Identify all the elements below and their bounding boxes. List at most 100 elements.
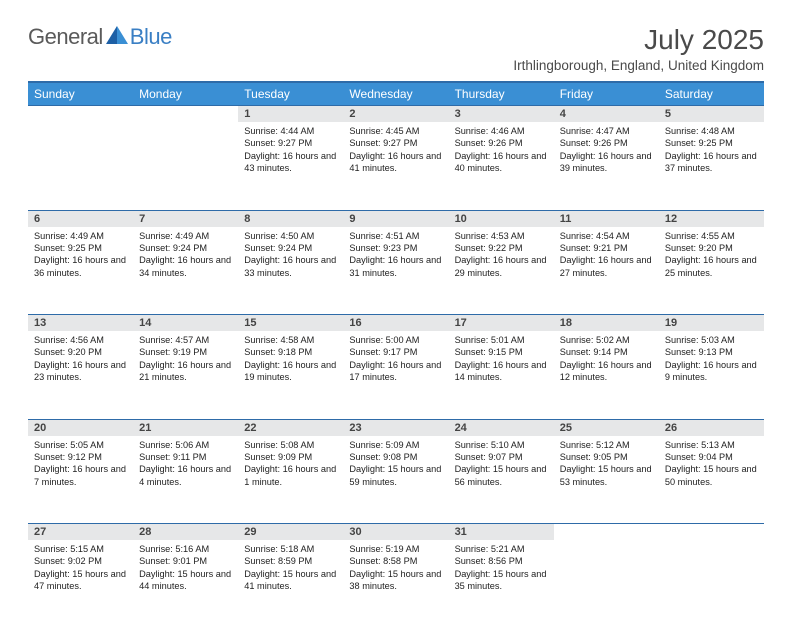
daylight-text: Daylight: 16 hours and 34 minutes. [139, 254, 232, 279]
day-number: 14 [133, 315, 238, 332]
sunrise-text: Sunrise: 4:49 AM [139, 230, 232, 242]
day-cell: Sunrise: 5:01 AMSunset: 9:15 PMDaylight:… [449, 331, 554, 419]
sunrise-text: Sunrise: 4:44 AM [244, 125, 337, 137]
day-cell: Sunrise: 5:09 AMSunset: 9:08 PMDaylight:… [343, 436, 448, 524]
day-number: 20 [28, 419, 133, 436]
daylight-text: Daylight: 15 hours and 53 minutes. [560, 463, 653, 488]
day-number: 16 [343, 315, 448, 332]
sunrise-text: Sunrise: 4:56 AM [34, 334, 127, 346]
daylight-text: Daylight: 16 hours and 12 minutes. [560, 359, 653, 384]
daylight-text: Daylight: 16 hours and 17 minutes. [349, 359, 442, 384]
day-cell: Sunrise: 5:02 AMSunset: 9:14 PMDaylight:… [554, 331, 659, 419]
sunset-text: Sunset: 9:21 PM [560, 242, 653, 254]
sunrise-text: Sunrise: 4:47 AM [560, 125, 653, 137]
sunset-text: Sunset: 9:15 PM [455, 346, 548, 358]
day-cell: Sunrise: 5:06 AMSunset: 9:11 PMDaylight:… [133, 436, 238, 524]
day-number: 18 [554, 315, 659, 332]
day-number: 30 [343, 524, 448, 541]
daylight-text: Daylight: 15 hours and 41 minutes. [244, 568, 337, 593]
daylight-text: Daylight: 16 hours and 1 minute. [244, 463, 337, 488]
daylight-text: Daylight: 16 hours and 9 minutes. [665, 359, 758, 384]
weekday-header: Wednesday [343, 82, 448, 106]
weekday-header: Saturday [659, 82, 764, 106]
daylight-text: Daylight: 16 hours and 7 minutes. [34, 463, 127, 488]
daylight-text: Daylight: 15 hours and 44 minutes. [139, 568, 232, 593]
sunset-text: Sunset: 9:09 PM [244, 451, 337, 463]
logo-text-blue: Blue [130, 24, 172, 50]
daylight-text: Daylight: 16 hours and 27 minutes. [560, 254, 653, 279]
sunrise-text: Sunrise: 4:53 AM [455, 230, 548, 242]
day-number: 21 [133, 419, 238, 436]
daylight-text: Daylight: 15 hours and 35 minutes. [455, 568, 548, 593]
sunset-text: Sunset: 9:13 PM [665, 346, 758, 358]
sunrise-text: Sunrise: 5:03 AM [665, 334, 758, 346]
day-number: 5 [659, 106, 764, 123]
sunset-text: Sunset: 9:17 PM [349, 346, 442, 358]
day-number-row: 20212223242526 [28, 419, 764, 436]
day-cell: Sunrise: 4:50 AMSunset: 9:24 PMDaylight:… [238, 227, 343, 315]
calendar-table: Sunday Monday Tuesday Wednesday Thursday… [28, 81, 764, 628]
empty-cell [659, 540, 764, 628]
day-number-row: 13141516171819 [28, 315, 764, 332]
sunset-text: Sunset: 9:05 PM [560, 451, 653, 463]
sunrise-text: Sunrise: 5:05 AM [34, 439, 127, 451]
day-content-row: Sunrise: 4:56 AMSunset: 9:20 PMDaylight:… [28, 331, 764, 419]
day-number: 24 [449, 419, 554, 436]
day-number: 2 [343, 106, 448, 123]
day-cell: Sunrise: 5:00 AMSunset: 9:17 PMDaylight:… [343, 331, 448, 419]
sunset-text: Sunset: 9:22 PM [455, 242, 548, 254]
sunset-text: Sunset: 9:04 PM [665, 451, 758, 463]
sunrise-text: Sunrise: 5:12 AM [560, 439, 653, 451]
daylight-text: Daylight: 16 hours and 37 minutes. [665, 150, 758, 175]
day-number-row: 6789101112 [28, 210, 764, 227]
day-cell: Sunrise: 4:49 AMSunset: 9:25 PMDaylight:… [28, 227, 133, 315]
day-number: 17 [449, 315, 554, 332]
day-number: 27 [28, 524, 133, 541]
day-number-row: 12345 [28, 106, 764, 123]
weekday-header: Tuesday [238, 82, 343, 106]
day-cell: Sunrise: 5:10 AMSunset: 9:07 PMDaylight:… [449, 436, 554, 524]
day-cell: Sunrise: 4:46 AMSunset: 9:26 PMDaylight:… [449, 122, 554, 210]
title-block: July 2025 Irthlingborough, England, Unit… [513, 24, 764, 73]
sunrise-text: Sunrise: 5:21 AM [455, 543, 548, 555]
sunrise-text: Sunrise: 5:02 AM [560, 334, 653, 346]
day-cell: Sunrise: 5:12 AMSunset: 9:05 PMDaylight:… [554, 436, 659, 524]
daylight-text: Daylight: 16 hours and 14 minutes. [455, 359, 548, 384]
day-cell: Sunrise: 5:03 AMSunset: 9:13 PMDaylight:… [659, 331, 764, 419]
day-number: 3 [449, 106, 554, 123]
sunset-text: Sunset: 9:07 PM [455, 451, 548, 463]
day-cell: Sunrise: 4:55 AMSunset: 9:20 PMDaylight:… [659, 227, 764, 315]
daylight-text: Daylight: 16 hours and 43 minutes. [244, 150, 337, 175]
day-number-row: 2728293031 [28, 524, 764, 541]
sunrise-text: Sunrise: 4:50 AM [244, 230, 337, 242]
day-number: 4 [554, 106, 659, 123]
sunrise-text: Sunrise: 4:54 AM [560, 230, 653, 242]
day-cell: Sunrise: 4:49 AMSunset: 9:24 PMDaylight:… [133, 227, 238, 315]
sunset-text: Sunset: 9:25 PM [665, 137, 758, 149]
day-cell: Sunrise: 4:45 AMSunset: 9:27 PMDaylight:… [343, 122, 448, 210]
day-cell: Sunrise: 4:56 AMSunset: 9:20 PMDaylight:… [28, 331, 133, 419]
day-number: 7 [133, 210, 238, 227]
day-number: 25 [554, 419, 659, 436]
daylight-text: Daylight: 16 hours and 19 minutes. [244, 359, 337, 384]
daylight-text: Daylight: 16 hours and 25 minutes. [665, 254, 758, 279]
sunrise-text: Sunrise: 4:49 AM [34, 230, 127, 242]
day-cell: Sunrise: 5:08 AMSunset: 9:09 PMDaylight:… [238, 436, 343, 524]
day-number: 15 [238, 315, 343, 332]
daylight-text: Daylight: 16 hours and 29 minutes. [455, 254, 548, 279]
sunrise-text: Sunrise: 4:58 AM [244, 334, 337, 346]
sunset-text: Sunset: 9:27 PM [244, 137, 337, 149]
daylight-text: Daylight: 16 hours and 40 minutes. [455, 150, 548, 175]
day-content-row: Sunrise: 4:44 AMSunset: 9:27 PMDaylight:… [28, 122, 764, 210]
day-number: 26 [659, 419, 764, 436]
daylight-text: Daylight: 15 hours and 47 minutes. [34, 568, 127, 593]
daylight-text: Daylight: 16 hours and 31 minutes. [349, 254, 442, 279]
sunrise-text: Sunrise: 5:01 AM [455, 334, 548, 346]
day-number: 19 [659, 315, 764, 332]
day-cell: Sunrise: 5:21 AMSunset: 8:56 PMDaylight:… [449, 540, 554, 628]
day-cell: Sunrise: 4:44 AMSunset: 9:27 PMDaylight:… [238, 122, 343, 210]
daylight-text: Daylight: 16 hours and 4 minutes. [139, 463, 232, 488]
day-cell: Sunrise: 5:16 AMSunset: 9:01 PMDaylight:… [133, 540, 238, 628]
sunset-text: Sunset: 8:58 PM [349, 555, 442, 567]
daylight-text: Daylight: 16 hours and 36 minutes. [34, 254, 127, 279]
